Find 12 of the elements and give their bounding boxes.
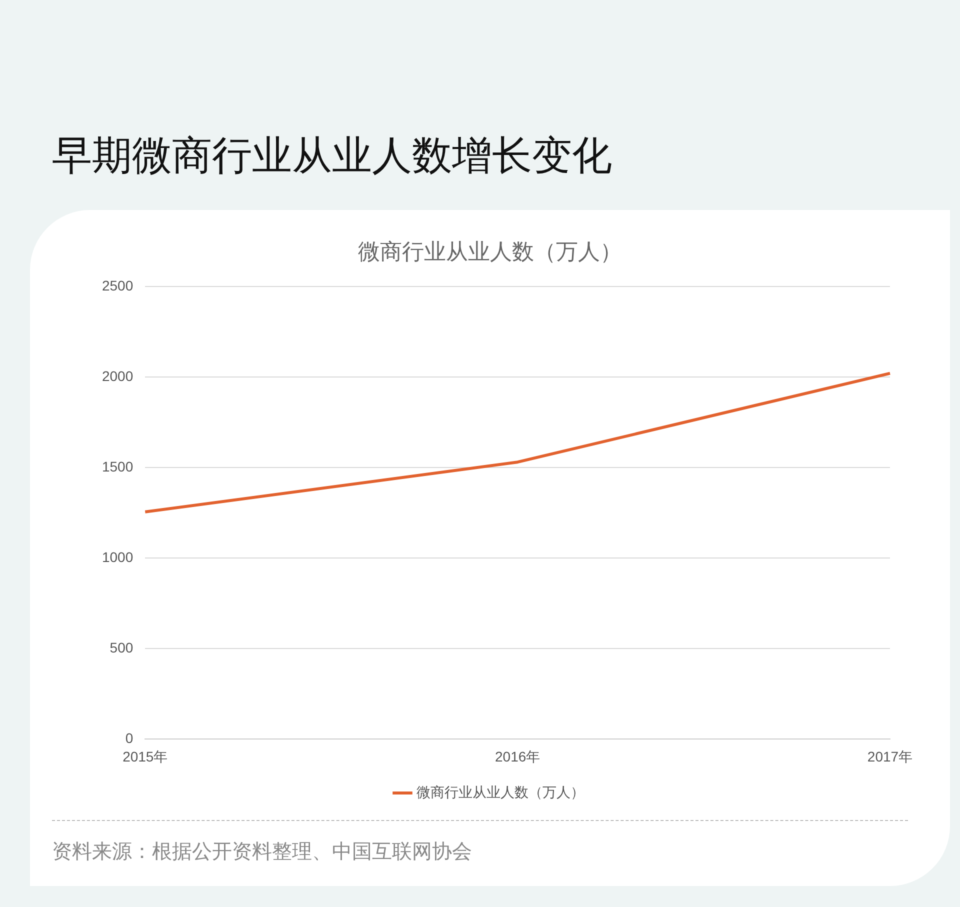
y-tick-label: 1000	[102, 548, 134, 565]
y-tick-label: 0	[125, 730, 134, 746]
y-tick-label: 2500	[102, 277, 134, 294]
chart-title: 早期微商行业从业人数增长变化	[52, 132, 612, 181]
text: 资料来源：根据公开资料整理、中国互联网协会	[52, 838, 472, 865]
y-tick-label: 2000	[102, 368, 134, 384]
y-tick-label: 1500	[102, 458, 134, 474]
x-tick-label: 2017年	[867, 748, 913, 764]
y-tick-label: 500	[110, 640, 134, 656]
x-tick-label: 2015年	[122, 748, 168, 764]
x-tick-label: 2016年	[494, 748, 540, 764]
chart-subtitle: 微商行业从业人数（万人）	[358, 240, 622, 265]
